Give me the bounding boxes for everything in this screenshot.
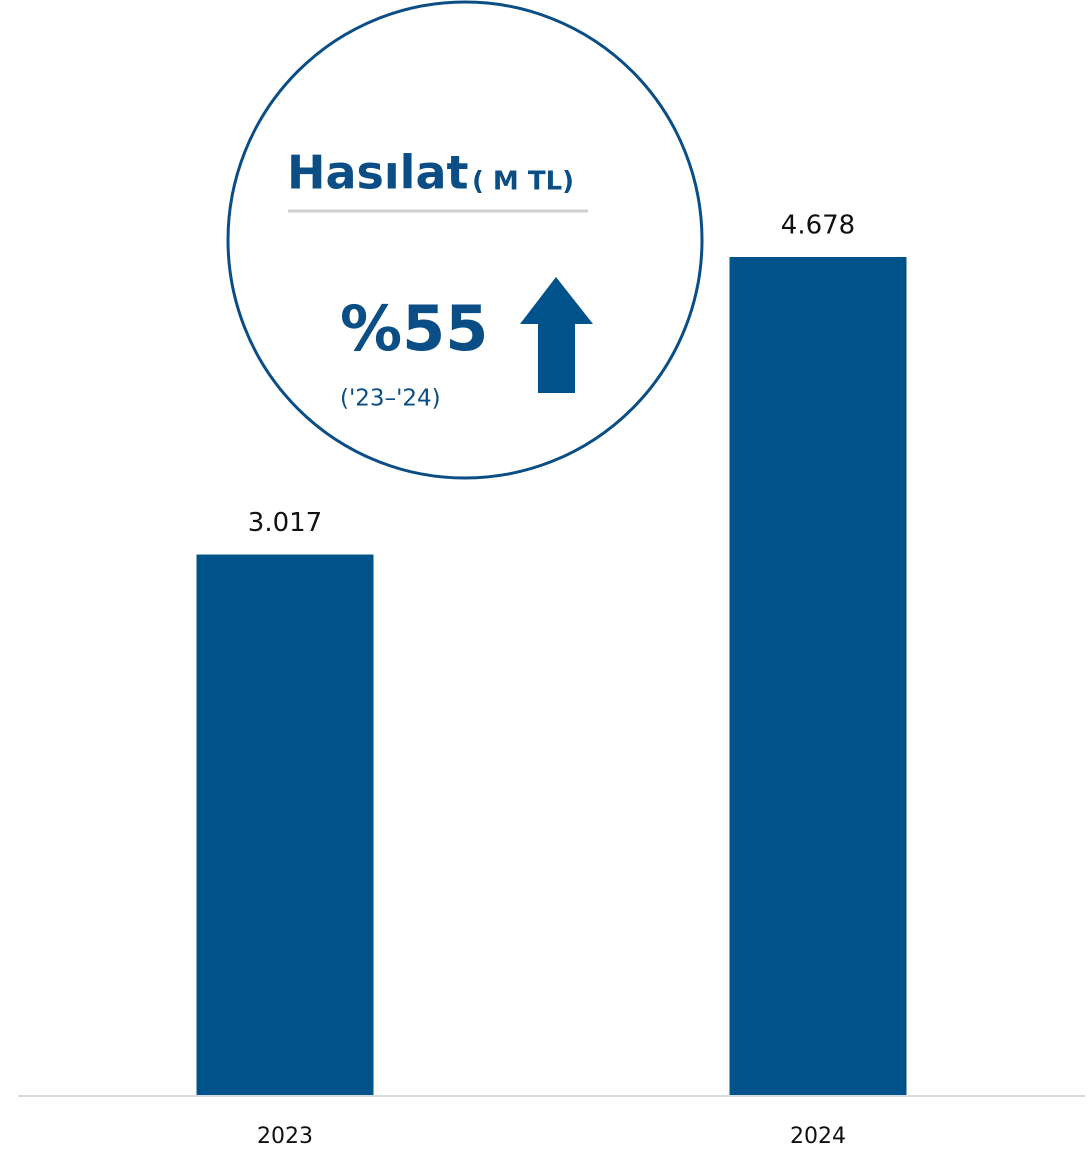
x-tick-label: 2024 bbox=[790, 1124, 846, 1149]
bar bbox=[729, 257, 907, 1095]
growth-period: ('23–'24) bbox=[340, 386, 441, 412]
up-arrow bbox=[520, 277, 593, 393]
bar bbox=[196, 554, 374, 1095]
chart-subtitle: ( M TL) bbox=[472, 167, 574, 197]
highlight-circle bbox=[226, 0, 704, 480]
growth-value: %55 bbox=[340, 292, 488, 365]
value-label: 4.678 bbox=[781, 211, 855, 241]
x-tick-label: 2023 bbox=[257, 1124, 313, 1149]
chart-title: Hasılat bbox=[287, 146, 468, 200]
value-label: 3.017 bbox=[248, 508, 322, 538]
